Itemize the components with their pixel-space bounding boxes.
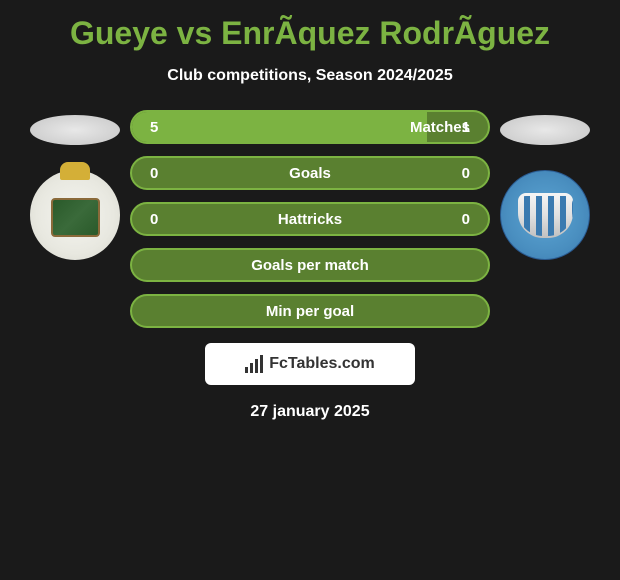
page-title: Gueye vs EnrÃ­quez RodrÃ­guez [70, 15, 550, 52]
stat-left-value: 0 [150, 165, 170, 182]
stat-label: Hattricks [278, 211, 342, 228]
fill-bar [132, 112, 427, 142]
date-label: 27 january 2025 [250, 403, 369, 421]
club-badge-left [30, 170, 120, 260]
stat-label: Goals [289, 165, 331, 182]
stat-right-value: 0 [450, 211, 470, 228]
stat-label: Min per goal [266, 303, 354, 320]
stat-row-goals: 0 Goals 0 [130, 156, 490, 190]
subtitle: Club competitions, Season 2024/2025 [167, 67, 452, 85]
club-badge-right [500, 170, 590, 260]
stat-left-value: 5 [150, 119, 170, 136]
stat-label: Goals per match [251, 257, 369, 274]
chart-icon [245, 355, 263, 373]
branding-text: FcTables.com [269, 355, 375, 373]
comparison-widget: Gueye vs EnrÃ­quez RodrÃ­guez Club compe… [0, 0, 620, 431]
player-avatar-left [30, 115, 120, 145]
stat-right-value: 0 [450, 165, 470, 182]
stat-right-value: 1 [450, 119, 470, 136]
branding-box[interactable]: FcTables.com [205, 343, 415, 385]
badge-stripes [518, 196, 573, 236]
stat-row-matches: 5 Matches 1 [130, 110, 490, 144]
left-player-column [30, 110, 120, 260]
stat-row-goals-per-match: Goals per match [130, 248, 490, 282]
main-content: 5 Matches 1 0 Goals 0 0 Hattricks 0 Goal… [0, 110, 620, 328]
stat-left-value: 0 [150, 211, 170, 228]
player-avatar-right [500, 115, 590, 145]
stats-column: 5 Matches 1 0 Goals 0 0 Hattricks 0 Goal… [130, 110, 490, 328]
stat-row-min-per-goal: Min per goal [130, 294, 490, 328]
right-player-column [500, 110, 590, 260]
stat-row-hattricks: 0 Hattricks 0 [130, 202, 490, 236]
